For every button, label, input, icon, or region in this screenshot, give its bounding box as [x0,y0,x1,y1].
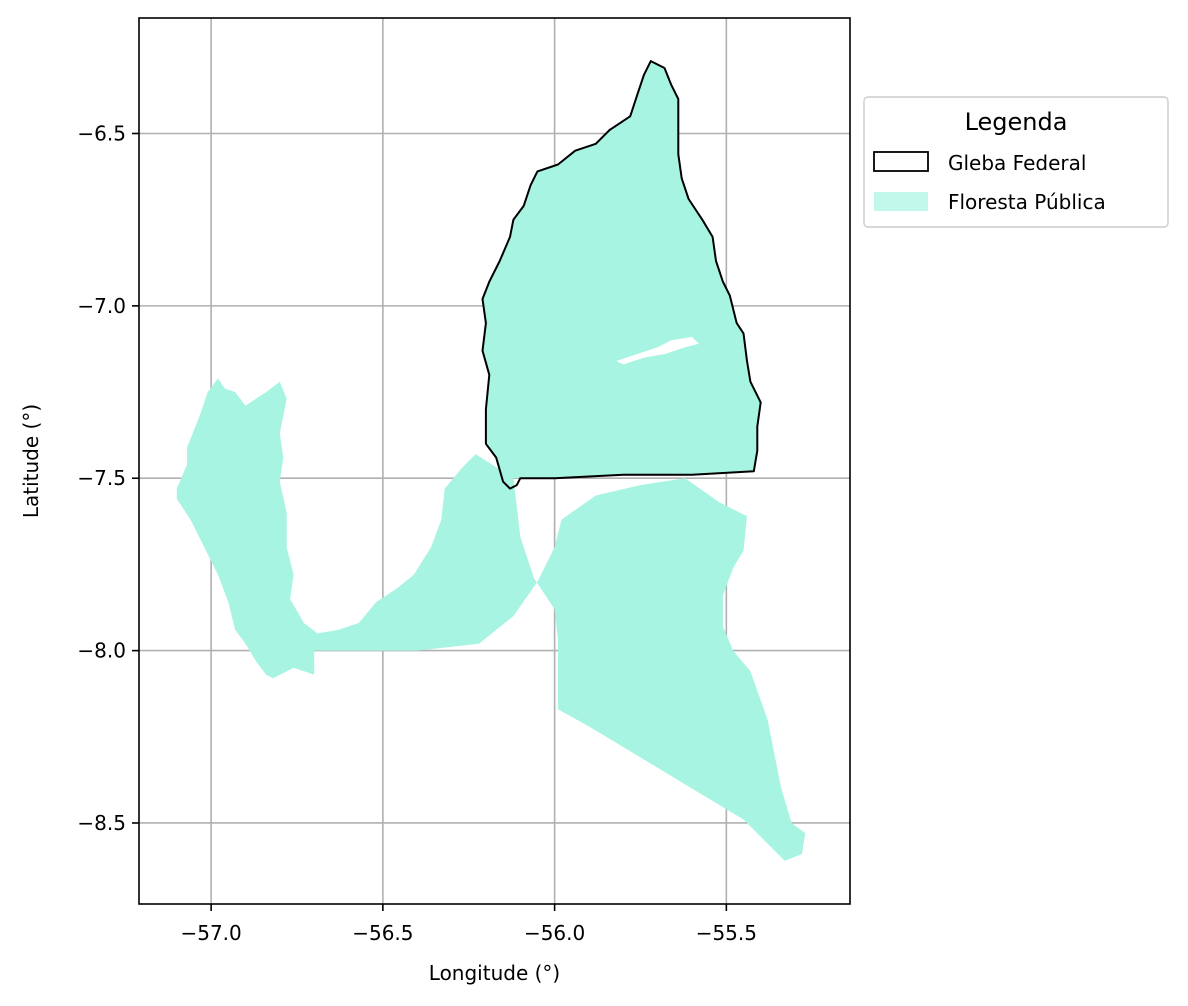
x-tick-label-2: −56.0 [524,921,585,945]
gleba-federal-outline-0 [481,60,762,490]
legend-label-floresta-publica: Floresta Pública [948,190,1106,214]
map-layers [176,60,806,861]
x-axis-ticks: −57.0 −56.5 −56.0 −55.5 [180,904,757,945]
y-tick-label-0: −6.5 [77,121,126,145]
legend-swatch-floresta-publica [874,192,928,211]
y-tick-label-4: −8.5 [77,811,126,835]
x-tick-label-3: −55.5 [696,921,757,945]
legend: Legenda Gleba Federal Floresta Pública [863,96,1169,228]
floresta-publica-area-0 [176,378,806,861]
plot-frame [138,17,851,905]
legend-swatch-gleba-federal [873,151,929,172]
clearing-area [616,336,699,365]
floresta-publica-area-1 [482,61,761,489]
y-axis-ticks: −6.5 −7.0 −7.5 −8.0 −8.5 [77,121,139,835]
x-axis-label: Longitude (°) [429,961,560,985]
y-tick-label-1: −7.0 [77,294,126,318]
legend-box [863,96,1169,228]
legend-label-gleba-federal: Gleba Federal [948,151,1086,175]
legend-title: Legenda [965,108,1068,136]
x-tick-label-0: −57.0 [180,921,241,945]
y-tick-label-2: −7.5 [77,466,126,490]
y-tick-label-3: −8.0 [77,639,126,663]
y-axis-label: Latitude (°) [19,404,43,518]
x-tick-label-1: −56.5 [352,921,413,945]
